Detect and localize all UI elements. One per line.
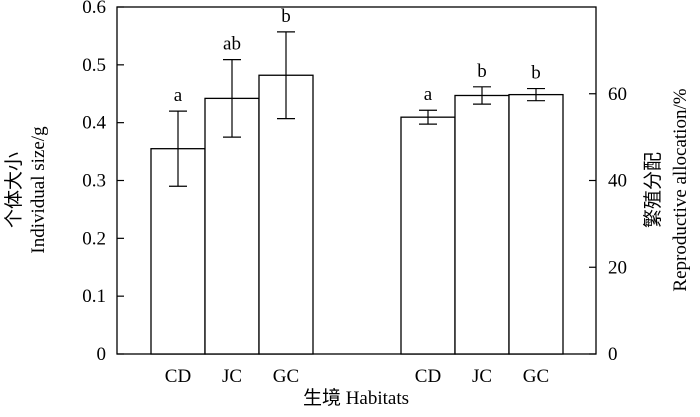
right-bar-JC bbox=[454, 94, 510, 355]
left-y-tick-label: 0.6 bbox=[82, 0, 106, 18]
right-y-tick-label: 20 bbox=[608, 257, 627, 278]
right-x-tick-label: CD bbox=[415, 366, 441, 387]
right-y-axis-label-en: Reproductive allocation/% bbox=[670, 88, 691, 291]
right-x-tick-label: GC bbox=[523, 366, 549, 387]
left-significance-letter: a bbox=[174, 85, 183, 106]
right-y-tick-label: 60 bbox=[608, 84, 627, 105]
right-significance-letter: b bbox=[477, 61, 487, 82]
right-significance-letter: b bbox=[531, 63, 541, 84]
left-y-tick-label: 0.5 bbox=[82, 55, 106, 76]
right-bar-GC bbox=[508, 93, 564, 355]
left-bar-GC bbox=[258, 74, 314, 355]
left-y-tick-label: 0.4 bbox=[82, 113, 106, 134]
right-bar-CD bbox=[400, 116, 456, 355]
left-y-tick-label: 0.2 bbox=[82, 228, 106, 249]
left-significance-letter: b bbox=[281, 6, 291, 27]
left-significance-letter: ab bbox=[223, 34, 241, 55]
left-y-axis-label-en: Individual size/g bbox=[28, 126, 49, 254]
right-y-axis-label-cn: 繁殖分配 bbox=[642, 152, 664, 228]
left-x-tick-label: CD bbox=[165, 366, 191, 387]
chart-marks: 0 0.1 0.2 0.3 0.4 0.5 0.6 a CD ab JC b GC 0 20 40 60 a CD b… bbox=[82, 0, 627, 387]
left-y-tick-label: 0.3 bbox=[82, 171, 106, 192]
right-significance-letter: a bbox=[424, 84, 433, 105]
left-y-axis-label-cn: 个体大小 bbox=[3, 152, 25, 228]
left-y-tick-label: 0.1 bbox=[82, 286, 106, 307]
left-x-tick-label: JC bbox=[222, 366, 242, 387]
right-y-tick-label: 40 bbox=[608, 171, 627, 192]
left-x-tick-label: GC bbox=[273, 366, 299, 387]
right-x-tick-label: JC bbox=[472, 366, 492, 387]
x-axis-label: 生境 Habitats bbox=[303, 387, 409, 409]
left-bar-JC bbox=[204, 97, 260, 355]
right-y-tick-label: 0 bbox=[608, 344, 618, 365]
left-y-tick-label: 0 bbox=[97, 344, 107, 365]
